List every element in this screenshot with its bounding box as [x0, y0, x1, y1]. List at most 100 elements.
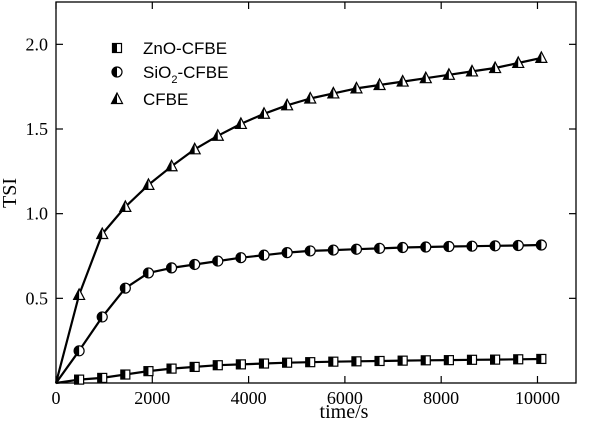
y-axis-label: TSI [0, 178, 21, 208]
data-point [143, 366, 154, 377]
data-point [513, 354, 524, 365]
data-point [465, 64, 479, 77]
data-point [304, 245, 316, 257]
data-point [142, 267, 155, 279]
x-tick-label: 10000 [515, 388, 560, 408]
data-point [234, 116, 248, 130]
series-layer [54, 50, 548, 385]
legend-marker-sio2 [111, 66, 123, 78]
data-point [73, 345, 85, 357]
data-point [373, 242, 386, 254]
data-point [397, 241, 409, 254]
data-point [328, 356, 339, 367]
data-point [443, 240, 455, 253]
data-point [280, 98, 294, 111]
data-point [258, 358, 270, 369]
data-point [235, 252, 247, 264]
data-point [536, 353, 547, 365]
data-point [373, 77, 387, 91]
data-point [466, 354, 478, 365]
data-point [257, 106, 271, 119]
data-point [443, 355, 454, 366]
legend-label-zno: ZnO-CFBE [143, 39, 227, 58]
data-point [488, 60, 502, 74]
axis-tick-labels: 0 2000 4000 6000 8000 10000 0.5 1.0 1.5 2.0 [26, 34, 560, 408]
data-point [490, 354, 501, 365]
y-tick-label: 0.5 [26, 288, 49, 308]
data-point [396, 74, 410, 87]
data-point [305, 357, 316, 368]
data-point [212, 255, 224, 267]
data-point [281, 247, 293, 259]
data-point [442, 67, 456, 80]
x-tick-label: 6000 [327, 388, 363, 408]
data-point [534, 50, 548, 63]
data-point [95, 226, 109, 240]
x-axis-label: time/s [320, 401, 369, 423]
data-point [97, 372, 108, 384]
data-point [212, 360, 223, 371]
legend-marker-glyph [111, 42, 123, 54]
axis-ticks [55, 2, 576, 383]
data-point [349, 81, 363, 94]
legend-entry-cfbe: CFBE [110, 90, 188, 109]
x-tick-label: 4000 [231, 388, 267, 408]
data-point [326, 86, 340, 99]
series-2 [54, 50, 548, 384]
data-point [419, 70, 433, 84]
series-line [55, 243, 542, 384]
data-point [466, 240, 478, 252]
plot-frame [55, 1, 577, 384]
data-point [165, 158, 179, 172]
y-tick-label: 1.5 [26, 119, 49, 139]
series-0 [55, 353, 547, 385]
data-point [96, 311, 108, 323]
legend: ZnO-CFBE SiO2-CFBE CFBE [110, 39, 228, 109]
legend-label-cfbe: CFBE [143, 90, 188, 109]
data-point [165, 262, 178, 274]
data-point [120, 369, 131, 380]
data-point [118, 199, 132, 212]
x-tick-label: 2000 [134, 388, 170, 408]
legend-marker-cfbe [110, 91, 124, 105]
legend-label-sio2-rest: -CFBE [177, 63, 228, 82]
data-point [350, 243, 363, 255]
data-point [420, 241, 432, 253]
data-point [258, 249, 270, 261]
data-point [535, 239, 547, 251]
data-point [141, 177, 155, 190]
x-tick-label: 8000 [423, 388, 459, 408]
data-point [351, 356, 362, 367]
legend-label-sio2: SiO2-CFBE [143, 63, 228, 86]
legend-marker-glyph [111, 66, 123, 78]
data-point [303, 91, 317, 104]
data-point [489, 240, 501, 252]
data-point [420, 355, 431, 366]
y-tick-label: 1.0 [26, 204, 49, 224]
x-tick-label: 0 [52, 388, 61, 408]
legend-label-sio2-subscript: 2 [171, 74, 177, 86]
y-tick-label: 2.0 [26, 34, 49, 54]
data-point [211, 128, 225, 141]
data-point [282, 357, 293, 368]
data-point [189, 258, 201, 271]
data-point [189, 361, 200, 373]
data-point [327, 244, 339, 256]
series-1 [55, 239, 547, 384]
data-point [397, 355, 408, 366]
data-point [235, 359, 246, 370]
legend-entry-sio2: SiO2-CFBE [111, 63, 228, 86]
legend-marker-zno [111, 42, 123, 54]
data-point [72, 287, 86, 301]
series-line [55, 357, 542, 385]
data-point [511, 55, 525, 69]
legend-entry-zno: ZnO-CFBE [111, 39, 227, 58]
series-line [54, 56, 542, 384]
data-point [74, 374, 85, 385]
legend-label-sio2-main: SiO [143, 63, 171, 82]
legend-marker-glyph [110, 91, 124, 105]
data-point [512, 239, 524, 252]
data-point [166, 363, 177, 374]
data-point [188, 142, 202, 155]
